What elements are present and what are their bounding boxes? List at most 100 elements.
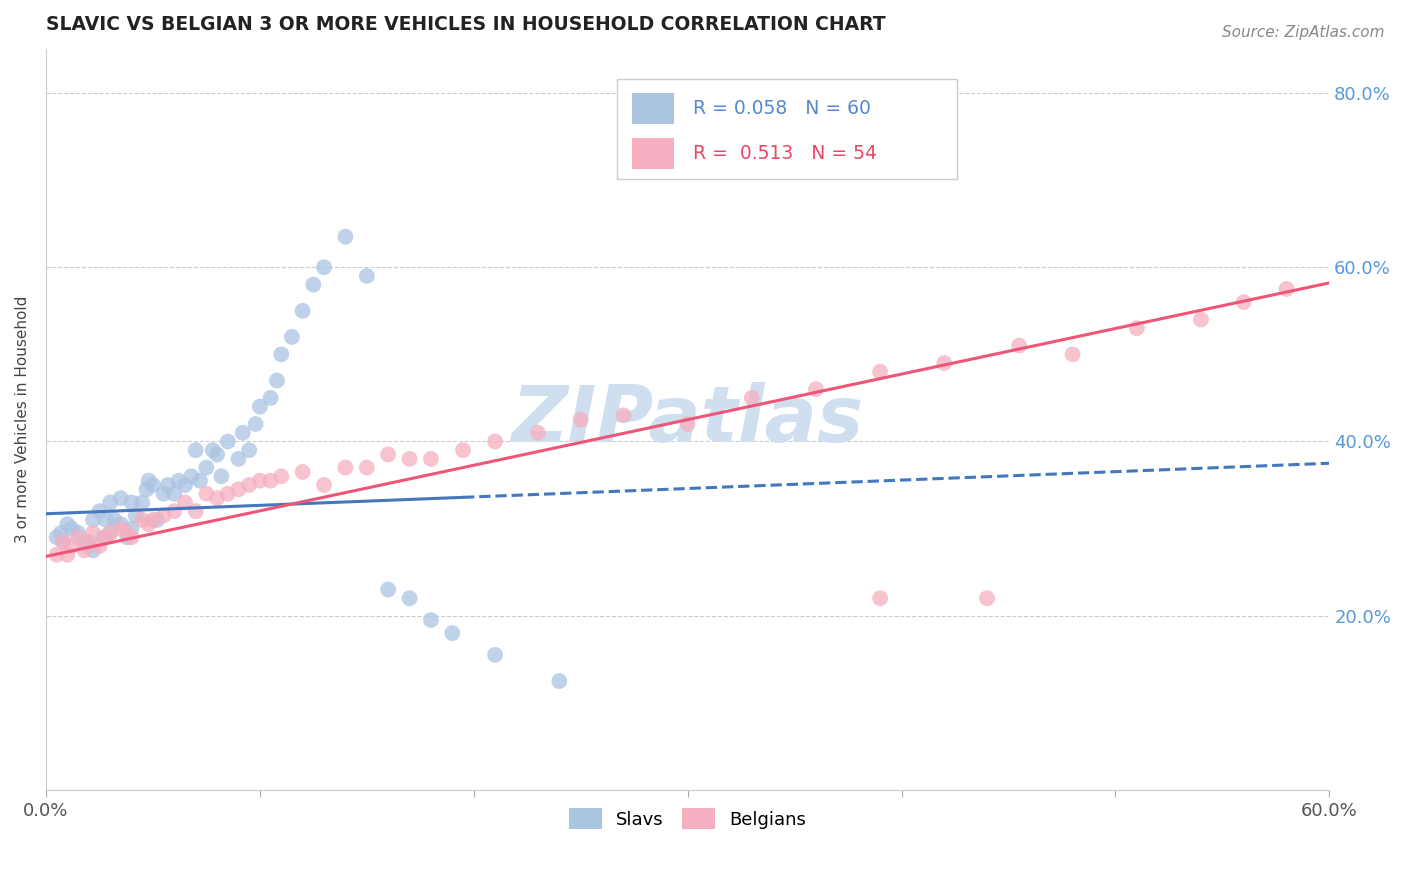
Y-axis label: 3 or more Vehicles in Household: 3 or more Vehicles in Household xyxy=(15,296,30,543)
Point xyxy=(49,525,72,540)
Legend: Slavs, Belgians: Slavs, Belgians xyxy=(562,801,813,837)
Point xyxy=(548,673,571,688)
Point xyxy=(1126,321,1149,335)
Point xyxy=(131,495,153,509)
Point xyxy=(976,591,998,606)
Point xyxy=(110,517,132,532)
Point xyxy=(209,469,232,483)
Point xyxy=(146,513,169,527)
Text: SLAVIC VS BELGIAN 3 OR MORE VEHICLES IN HOUSEHOLD CORRELATION CHART: SLAVIC VS BELGIAN 3 OR MORE VEHICLES IN … xyxy=(46,15,886,34)
Point xyxy=(869,591,891,606)
Point xyxy=(94,530,117,544)
Point xyxy=(335,229,357,244)
Point xyxy=(1233,295,1256,310)
Point xyxy=(121,530,143,544)
Text: ZIPatlas: ZIPatlas xyxy=(512,382,863,458)
Text: R = 0.058   N = 60: R = 0.058 N = 60 xyxy=(693,99,870,118)
Point xyxy=(741,391,763,405)
Point xyxy=(163,487,186,501)
Point xyxy=(335,460,357,475)
Point xyxy=(167,474,190,488)
Point xyxy=(184,504,207,518)
FancyBboxPatch shape xyxy=(617,79,957,179)
Point xyxy=(174,495,197,509)
Point xyxy=(142,478,165,492)
Point xyxy=(205,491,228,505)
Point xyxy=(259,474,281,488)
Point xyxy=(67,530,90,544)
Point xyxy=(156,478,179,492)
Point xyxy=(527,425,550,440)
Point xyxy=(312,260,335,275)
Point xyxy=(195,487,218,501)
Point xyxy=(869,365,891,379)
Point xyxy=(45,548,67,562)
Point xyxy=(117,525,139,540)
Point xyxy=(356,460,378,475)
Point xyxy=(612,409,634,423)
Point xyxy=(217,487,239,501)
Point xyxy=(420,451,443,466)
Point xyxy=(138,517,160,532)
Point xyxy=(82,543,104,558)
Point xyxy=(195,460,218,475)
Text: Source: ZipAtlas.com: Source: ZipAtlas.com xyxy=(1222,25,1385,40)
Point xyxy=(121,495,143,509)
FancyBboxPatch shape xyxy=(633,93,673,124)
Point xyxy=(270,469,292,483)
Point xyxy=(804,382,827,396)
Point xyxy=(89,539,111,553)
Point xyxy=(312,478,335,492)
Point xyxy=(131,513,153,527)
Point xyxy=(398,591,420,606)
Point xyxy=(934,356,956,370)
Point xyxy=(228,451,250,466)
Point xyxy=(52,534,75,549)
Point xyxy=(117,530,139,544)
Point xyxy=(232,425,254,440)
Point xyxy=(93,530,115,544)
Point xyxy=(441,626,464,640)
Point xyxy=(569,412,592,426)
Point xyxy=(291,465,314,479)
Point xyxy=(52,534,75,549)
Point xyxy=(451,443,474,458)
Point xyxy=(103,513,125,527)
Point xyxy=(138,474,160,488)
Point xyxy=(270,347,292,361)
Point xyxy=(259,391,281,405)
Point xyxy=(1008,338,1031,352)
Point xyxy=(152,508,174,523)
Point xyxy=(56,548,79,562)
Point xyxy=(67,525,90,540)
FancyBboxPatch shape xyxy=(633,138,673,169)
Point xyxy=(180,469,202,483)
Point xyxy=(152,487,174,501)
Point xyxy=(302,277,325,292)
Point xyxy=(98,525,121,540)
Point xyxy=(238,443,260,458)
Point xyxy=(94,513,117,527)
Point xyxy=(98,495,121,509)
Point xyxy=(266,374,288,388)
Point xyxy=(60,522,83,536)
Point xyxy=(110,491,132,505)
Point xyxy=(73,534,96,549)
Point xyxy=(484,434,506,449)
Point xyxy=(377,448,399,462)
Point xyxy=(188,474,211,488)
Point xyxy=(398,451,420,466)
Point xyxy=(77,534,100,549)
Point xyxy=(201,443,224,458)
Point xyxy=(125,508,148,523)
Point xyxy=(73,543,96,558)
Text: R =  0.513   N = 54: R = 0.513 N = 54 xyxy=(693,144,877,163)
Point xyxy=(249,400,271,414)
Point xyxy=(135,483,157,497)
Point xyxy=(245,417,267,431)
Point xyxy=(184,443,207,458)
Point xyxy=(676,417,699,431)
Point xyxy=(60,539,83,553)
Point xyxy=(110,522,132,536)
Point xyxy=(56,517,79,532)
